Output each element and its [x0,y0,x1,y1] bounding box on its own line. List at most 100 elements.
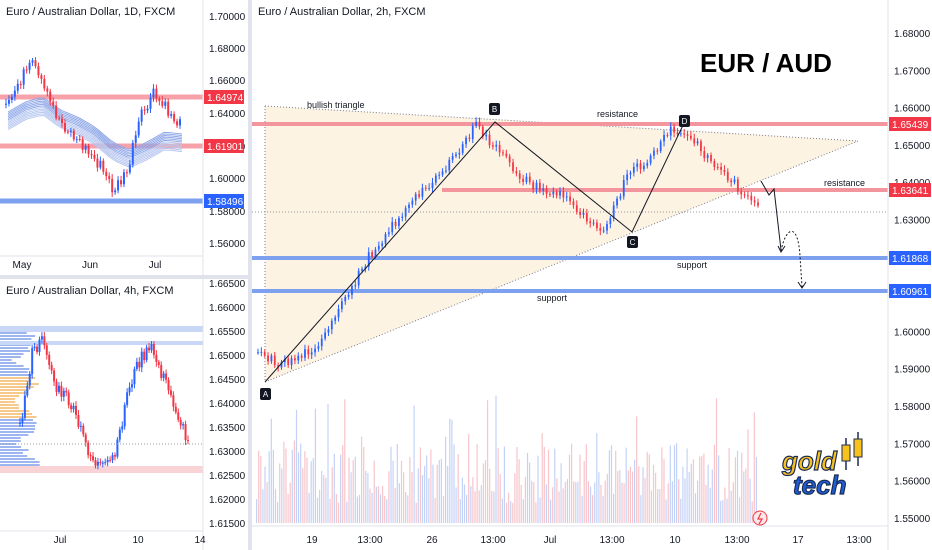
main-candle [505,149,508,159]
main-candle [555,189,558,199]
main-candle [757,198,759,208]
main-volume-bar [535,502,537,523]
main-volume-bar [342,445,344,523]
main-volume-bar [627,470,629,523]
main-candle [290,355,293,370]
point-a-marker: A [260,388,271,400]
h4-volume-profile-bar [0,437,21,439]
main-volume-bar [312,458,314,523]
main-volume-bar [463,484,466,523]
main-volume-bar [457,454,459,523]
main-volume-bar [304,451,306,523]
daily-candle [176,118,179,128]
main-volume-bar [694,493,697,523]
main-candle [294,354,296,365]
daily-candle [31,57,34,67]
main-candle [720,162,722,175]
main-volume-bar [293,440,295,523]
main-volume-bar [575,482,577,523]
daily-candle [19,80,22,90]
daily-ma-ribbon-line [7,111,183,165]
main-volume-bar [302,468,304,523]
main-chart-svg[interactable]: A B C D bullish triangle resistance resi… [252,0,932,550]
daily-candle [137,117,140,138]
daily-candle [99,156,102,170]
main-volume-bar [747,429,749,523]
main-candle [686,131,689,141]
daily-candle [158,96,161,106]
daily-ma-ribbon-line [7,113,183,166]
main-candle [257,348,259,355]
main-candle [559,187,561,200]
main-volume-bar [730,490,732,523]
h4-chart-panel[interactable]: 1.66500 1.66000 1.65500 1.65000 1.64500 1.640… [0,279,248,550]
main-volume-bar [329,498,331,523]
main-candle [481,124,484,140]
main-volume-bar [655,472,657,523]
main-volume-bar [405,492,407,523]
main-volume-bar [365,470,367,523]
main-volume-bar [749,478,751,523]
main-x-tick-label: Jul [544,535,557,546]
daily-candle [149,93,152,113]
main-chart-panel[interactable]: A B C D bullish triangle resistance resi… [252,0,932,550]
main-volume-bar [692,459,694,523]
main-volume-bar [545,484,547,523]
replay-icon[interactable] [752,510,768,526]
h4-candle [131,379,133,393]
daily-candle [69,127,72,137]
daily-chart-panel[interactable]: 1.700001.680001.660001.640001.620001.600… [0,0,248,275]
main-candle [431,177,434,193]
main-volume-bar [335,493,337,523]
main-candle [602,226,605,234]
h4-volume-profile-bar [0,359,12,361]
main-volume-bar [640,495,642,523]
main-candle [528,172,531,185]
point-d-marker: D [679,115,690,127]
main-volume-bar [415,502,417,523]
main-volume-bar [736,450,739,523]
main-candle [552,187,555,198]
h4-chart-svg[interactable]: 1.66500 1.66000 1.65500 1.65000 1.64500 1.640… [0,279,248,550]
panel-splitter[interactable] [248,0,252,550]
main-candle [569,192,571,205]
main-volume-bar [659,489,661,523]
main-candle [381,240,384,250]
main-volume-bar [482,463,484,523]
h4-candle [65,387,68,397]
main-volume-bar [568,454,571,523]
main-volume-bar [566,479,568,523]
svg-text:D: D [682,117,688,126]
main-y-tick-label: 1.65000 [894,141,931,152]
h4-candle [57,382,60,395]
main-volume-bar [617,471,619,523]
daily-chart-svg[interactable]: 1.700001.680001.660001.640001.620001.600… [0,0,248,275]
main-volume-bar [386,499,388,523]
daily-candle [52,97,55,109]
h4-y-tick-label: 1.65000 [209,351,246,362]
main-candle [525,173,528,185]
daily-candle [90,150,93,159]
main-volume-bar [631,471,634,523]
main-volume-bar [585,444,587,523]
main-candle [700,139,702,156]
main-volume-bar [697,480,699,523]
main-volume-bar [283,441,285,523]
main-volume-bar [392,460,394,523]
panel-splitter-horizontal[interactable] [0,275,248,279]
h4-candle [99,458,102,466]
daily-candle [55,100,58,121]
h4-x-tick-label: 10 [132,535,144,546]
main-volume-bar [646,451,648,523]
daily-candle [66,129,69,135]
main-candle [616,196,618,209]
main-candle [418,190,420,199]
svg-text:gold: gold [781,446,838,476]
daily-candle [37,62,40,79]
main-volume-bar [419,447,421,523]
main-candle [273,352,276,368]
main-price-tag: 1.61868 [889,251,931,265]
main-volume-bar [671,481,673,523]
main-volume-bar [434,497,436,523]
main-candle [498,140,501,157]
